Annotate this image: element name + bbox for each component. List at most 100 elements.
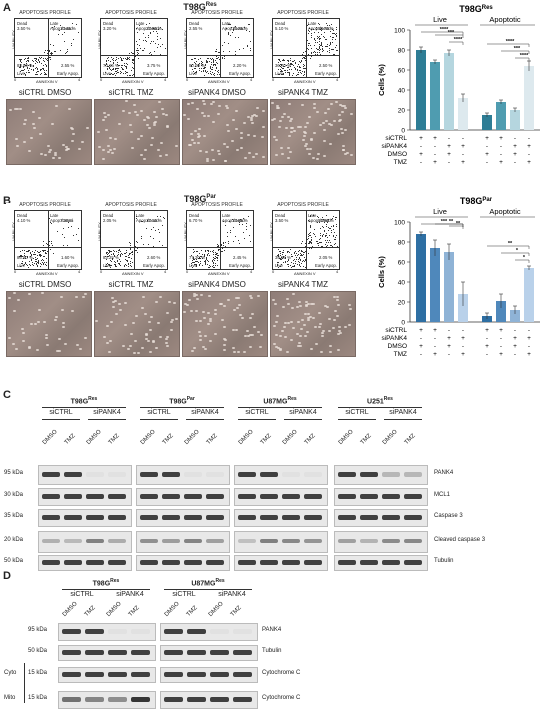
- flow-dot: [113, 72, 115, 74]
- flow-dot: [288, 72, 290, 74]
- flow-dot: [284, 256, 286, 258]
- flow-dot: [20, 70, 22, 72]
- flow-dot: [324, 39, 326, 41]
- cell-spot: [337, 349, 341, 352]
- flow-dot: [120, 58, 122, 60]
- flow-dot: [105, 255, 107, 257]
- blot-strip: [58, 623, 156, 641]
- flow-dot: [116, 72, 118, 74]
- flow-dot: [199, 258, 201, 260]
- flow-dot: [294, 66, 296, 68]
- flow-dot: [121, 64, 123, 66]
- flow-dot: [125, 71, 127, 73]
- flow-dot: [125, 256, 127, 258]
- flow-dot: [211, 74, 213, 76]
- flow-dot: [153, 30, 155, 32]
- flow-dot: [39, 255, 41, 257]
- bar: [458, 98, 468, 130]
- quad-early-value: 2.20 %: [233, 63, 247, 68]
- cell-spot: [303, 132, 307, 135]
- flow-dot: [216, 74, 218, 76]
- flow-dot: [211, 61, 213, 63]
- flow-dot: [23, 258, 25, 260]
- flow-dot: [137, 242, 139, 244]
- flow-dot: [316, 215, 318, 217]
- blot-band: [206, 514, 224, 520]
- blot-band: [184, 559, 202, 565]
- flow-dot: [307, 243, 309, 245]
- quad-early-label: Early Apop.: [57, 263, 79, 268]
- cell-spot: [146, 115, 150, 118]
- flow-dot: [22, 66, 24, 68]
- flow-dot: [149, 23, 151, 25]
- quad-late-label: Late Apop./Dead: [308, 21, 331, 31]
- flow-dot: [215, 58, 217, 60]
- cell-spot: [113, 299, 117, 302]
- flow-dot: [196, 260, 198, 262]
- flow-dot: [158, 228, 160, 230]
- blot-band: [164, 696, 183, 702]
- flow-dot: [315, 236, 317, 238]
- cell-spot: [226, 106, 230, 109]
- flow-dot: [302, 53, 304, 55]
- flow-dot: [214, 252, 216, 254]
- cell-spot: [196, 141, 200, 144]
- flow-dot: [43, 51, 45, 53]
- cell-spot: [223, 339, 227, 342]
- flow-dot: [284, 69, 286, 71]
- flow-dot: [325, 39, 327, 41]
- flow-dot: [314, 236, 316, 238]
- flow-dot: [39, 254, 41, 256]
- flow-dot: [132, 247, 134, 249]
- sig-stars: *: [516, 248, 519, 254]
- cell-spot: [124, 302, 128, 305]
- flow-dot: [304, 266, 306, 268]
- flow-dot: [161, 225, 163, 227]
- cell-spot: [341, 149, 345, 152]
- cell-spot: [247, 134, 251, 137]
- flow-dot: [114, 251, 116, 253]
- flow-dot: [24, 253, 26, 255]
- flow-dot: [311, 32, 313, 34]
- flow-dot: [33, 66, 35, 68]
- cell-spot: [140, 110, 144, 113]
- flow-dot: [105, 60, 107, 62]
- flow-dot: [124, 263, 126, 265]
- cell-spot: [286, 303, 290, 306]
- flow-dot: [27, 57, 29, 59]
- flow-dot: [29, 68, 31, 70]
- flow-dot: [290, 265, 292, 267]
- y-tick-label: 100: [394, 28, 405, 35]
- flow-dot: [23, 250, 25, 252]
- flow-dot: [24, 64, 26, 66]
- cell-spot: [309, 139, 313, 142]
- flow-dot: [207, 251, 209, 253]
- flow-dot: [193, 68, 195, 70]
- flow-plot: APOPTOSIS PROFILE Dead 2.05 % Late Apop./De…: [92, 202, 170, 279]
- matrix-row-label: DMSO: [388, 343, 408, 350]
- flow-dot: [294, 266, 296, 268]
- flow-dot: [224, 242, 226, 244]
- blot-band: [260, 493, 278, 499]
- flow-dot: [215, 64, 217, 66]
- blot-band: [42, 471, 60, 477]
- cell-spot: [338, 120, 342, 123]
- quad-early-label: Early Apop.: [229, 71, 251, 76]
- matrix-row-label: siCTRL: [385, 135, 407, 142]
- matrix-cell: +: [419, 327, 423, 334]
- flow-dot: [191, 59, 193, 61]
- flow-dot: [287, 71, 289, 73]
- quad-late-label: Late Apop./Dead: [50, 21, 73, 31]
- flow-dot: [323, 36, 325, 38]
- panel-b-title-main: T98G: [183, 194, 207, 204]
- cell-spot: [187, 143, 191, 146]
- flow-dot: [126, 58, 128, 60]
- cell-spot: [203, 348, 207, 351]
- flow-dot: [106, 256, 108, 258]
- quad-live-label: Live: [17, 263, 25, 268]
- flow-dot: [210, 57, 212, 59]
- flow-header: APOPTOSIS PROFILE: [105, 202, 157, 208]
- matrix-cell: +: [485, 327, 489, 334]
- flow-dot: [23, 249, 25, 251]
- panel-b-title: T98GPar: [160, 194, 240, 204]
